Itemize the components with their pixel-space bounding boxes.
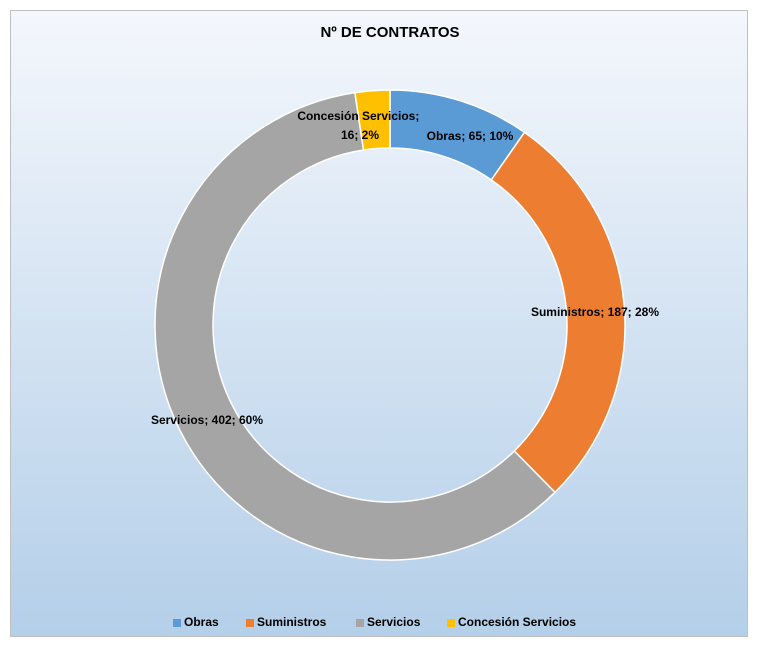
legend-label: Concesión Servicios: [458, 615, 576, 629]
donut-segment: [154, 91, 557, 561]
chart-title: Nº DE CONTRATOS: [320, 24, 459, 41]
legend-label: Suministros: [257, 615, 327, 629]
data-label: Concesión Servicios; 16; 2%: [297, 109, 422, 142]
data-label: Suministros; 187; 28%: [531, 305, 659, 319]
legend-marker: [447, 619, 455, 627]
legend-label: Obras: [184, 615, 219, 629]
donut-segment: [354, 89, 391, 151]
legend-marker: [356, 619, 364, 627]
donut-segment: [490, 131, 626, 494]
data-label: Servicios; 402; 60%: [151, 413, 263, 427]
data-label: Obras; 65; 10%: [427, 129, 514, 143]
legend-marker: [173, 619, 181, 627]
legend-label: Servicios: [367, 615, 421, 629]
legend-marker: [246, 619, 254, 627]
